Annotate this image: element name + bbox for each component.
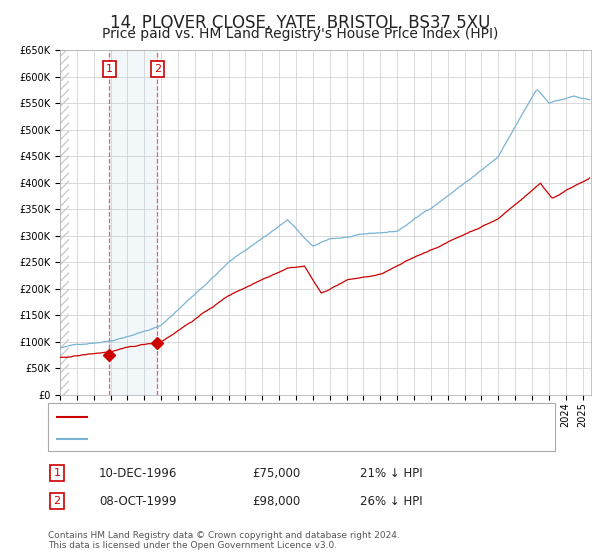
- Text: 1: 1: [106, 64, 113, 74]
- Bar: [109, 50, 157, 395]
- Text: 14, PLOVER CLOSE, YATE, BRISTOL, BS37 5XU (detached house): 14, PLOVER CLOSE, YATE, BRISTOL, BS37 5X…: [93, 412, 449, 422]
- Text: 10-DEC-1996: 10-DEC-1996: [99, 466, 178, 480]
- Text: 1: 1: [53, 468, 61, 478]
- Text: Price paid vs. HM Land Registry's House Price Index (HPI): Price paid vs. HM Land Registry's House …: [102, 27, 498, 41]
- Text: 21% ↓ HPI: 21% ↓ HPI: [360, 466, 422, 480]
- Text: 08-OCT-1999: 08-OCT-1999: [99, 494, 176, 508]
- Text: Contains HM Land Registry data © Crown copyright and database right 2024.
This d: Contains HM Land Registry data © Crown c…: [48, 530, 400, 550]
- Text: 2: 2: [53, 496, 61, 506]
- Text: HPI: Average price, detached house, South Gloucestershire: HPI: Average price, detached house, Sout…: [93, 434, 423, 444]
- Text: £75,000: £75,000: [252, 466, 300, 480]
- Text: 14, PLOVER CLOSE, YATE, BRISTOL, BS37 5XU: 14, PLOVER CLOSE, YATE, BRISTOL, BS37 5X…: [110, 14, 490, 32]
- Text: 2: 2: [154, 64, 161, 74]
- Text: 26% ↓ HPI: 26% ↓ HPI: [360, 494, 422, 508]
- Text: £98,000: £98,000: [252, 494, 300, 508]
